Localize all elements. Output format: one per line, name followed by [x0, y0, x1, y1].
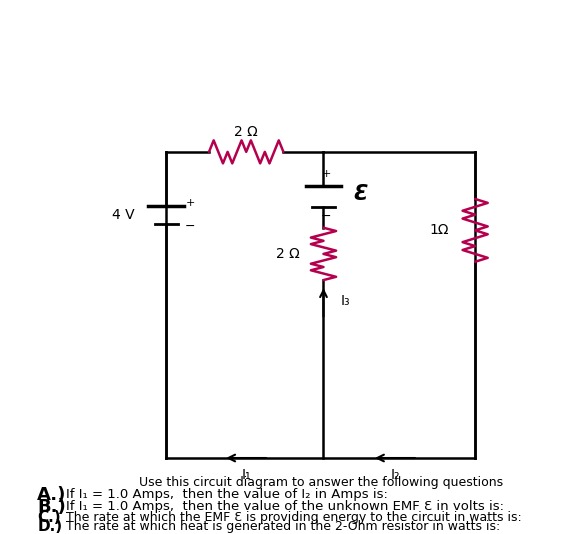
Text: Use this circuit diagram to answer the following questions: Use this circuit diagram to answer the f…	[138, 476, 503, 489]
Text: 4 V: 4 V	[112, 208, 134, 222]
Text: If I₁ = 1.0 Amps,  then the value of I₂ in Amps is:: If I₁ = 1.0 Amps, then the value of I₂ i…	[66, 488, 388, 501]
Text: C.): C.)	[37, 509, 61, 524]
Text: +: +	[186, 198, 195, 208]
Text: −: −	[185, 219, 196, 233]
Text: −: −	[321, 210, 332, 223]
Text: A.): A.)	[37, 485, 67, 504]
Text: I₁: I₁	[241, 468, 251, 482]
Text: 2 Ω: 2 Ω	[234, 125, 258, 139]
Text: The rate at which the EMF Ɛ is providing energy to the circuit in watts is:: The rate at which the EMF Ɛ is providing…	[66, 511, 522, 524]
Text: I₂: I₂	[390, 468, 400, 482]
Text: +: +	[322, 169, 331, 179]
Text: D.): D.)	[37, 519, 62, 534]
Text: If I₁ = 1.0 Amps,  then the value of the unknown EMF Ɛ in volts is:: If I₁ = 1.0 Amps, then the value of the …	[66, 500, 504, 513]
Text: 1Ω: 1Ω	[430, 223, 450, 238]
Text: 2 Ω: 2 Ω	[276, 247, 300, 261]
Text: I₃: I₃	[340, 294, 350, 308]
Text: B.): B.)	[37, 498, 66, 516]
Text: Ɛ: Ɛ	[353, 184, 368, 204]
Text: The rate at which heat is generated in the 2-Ohm resistor in watts is:: The rate at which heat is generated in t…	[66, 520, 500, 533]
